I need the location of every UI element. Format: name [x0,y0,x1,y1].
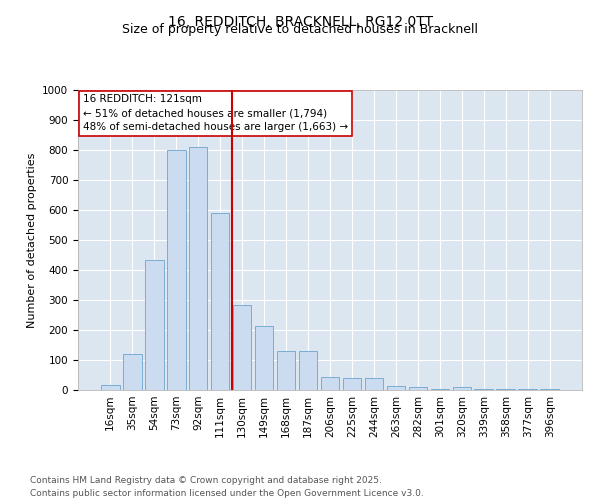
Bar [189,147,208,390]
Bar [101,384,119,390]
Bar [452,387,471,390]
Bar [409,387,427,390]
Bar [167,150,185,390]
Bar [145,260,164,390]
Bar [431,388,449,390]
Bar [541,388,559,390]
Bar [320,376,340,390]
Bar [233,304,251,390]
Bar [255,326,274,390]
Text: Contains HM Land Registry data © Crown copyright and database right 2025.
Contai: Contains HM Land Registry data © Crown c… [30,476,424,498]
Text: Size of property relative to detached houses in Bracknell: Size of property relative to detached ho… [122,22,478,36]
Bar [277,351,295,390]
Bar [123,354,142,390]
Bar [365,378,383,390]
Bar [386,386,405,390]
Bar [475,388,493,390]
Bar [299,351,317,390]
Bar [343,378,361,390]
Y-axis label: Number of detached properties: Number of detached properties [26,152,37,328]
Text: 16 REDDITCH: 121sqm
← 51% of detached houses are smaller (1,794)
48% of semi-det: 16 REDDITCH: 121sqm ← 51% of detached ho… [83,94,348,132]
Bar [211,213,229,390]
Text: 16, REDDITCH, BRACKNELL, RG12 0TT: 16, REDDITCH, BRACKNELL, RG12 0TT [167,15,433,29]
